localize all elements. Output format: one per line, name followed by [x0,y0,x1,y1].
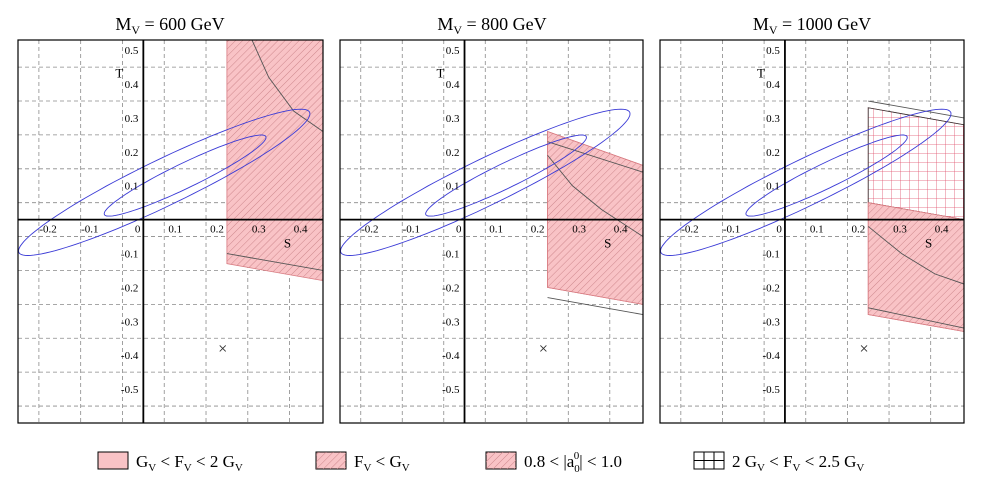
x-tick-label: 0 [135,224,141,236]
panel-800-gev: -0.2 -0.1 0 0.1 0.2 0.3 0.4 0.5 0.4 0.3 0.2 0.1 -0.1… [339,39,644,424]
legend-item-fill: GV < FV < 2 GV [97,451,243,474]
y-axis-label: T [757,65,765,80]
x-tick-label: 0.1 [489,224,503,236]
outer-contour-ellipse [660,108,952,256]
x-axis-label: S [925,236,932,251]
x-tick-label: 0.2 [531,224,545,236]
legend-label-hatch: FV < GV [354,452,410,474]
panel-1000-gev: -0.2 -0.1 0 0.1 0.2 0.3 0.4 0.5 0.4 0.3 0.2 0.1 -0.1… [659,39,965,424]
panel-frame [17,39,324,424]
boundary-line [868,100,964,119]
reference-point-marker [860,345,868,352]
y-tick-label: -0.4 [442,350,460,362]
y-tick-label: 0.2 [446,147,460,159]
y-tick-label: 0.3 [766,113,780,125]
y-tick-label: -0.5 [442,384,460,396]
x-tick-label: -0.2 [361,224,378,236]
legend-item-grid: 2 GV < FV < 2.5 GV [693,451,864,474]
region-hatch [226,40,323,281]
boundary-line [547,154,643,237]
y-tick-label: -0.2 [442,282,459,294]
y-tick-label: 0.4 [446,79,460,91]
boundary-line [251,40,323,132]
y-tick-label: 0.1 [446,181,460,193]
x-tick-label: -0.1 [723,224,740,236]
x-tick-label: -0.1 [81,224,98,236]
y-tick-label: 0.5 [125,45,139,57]
y-tick-label: -0.5 [121,384,139,396]
y-tick-label: 0.5 [766,45,780,57]
y-tick-label: -0.3 [763,316,781,328]
panel-frame [659,39,965,424]
legend-item-hatch: FV < GV [315,451,410,474]
x-tick-label: 0 [456,224,462,236]
y-tick-label: 0.5 [446,45,460,57]
boundary-line [547,141,643,173]
y-tick-label: 0.1 [766,181,780,193]
x-tick-label: -0.2 [39,224,56,236]
region-hatch [547,131,643,305]
inner-contour-ellipse [103,134,267,217]
y-tick-label: 0.2 [125,147,139,159]
y-tick-label: -0.2 [763,282,780,294]
legend-item-a00: 0.8 < |a00| < 1.0 [485,450,622,475]
panel-600-gev: -0.2 -0.1 0 0.1 0.2 0.3 0.4 0.5 0.4 0.3 0.2 0.1 -0.1… [17,39,324,424]
panel-frame [339,39,644,424]
boundary-line [867,226,964,285]
y-axis-label: T [437,65,445,80]
y-tick-label: -0.5 [763,384,781,396]
inner-contour-ellipse [745,134,908,217]
y-axis-label: T [115,65,123,80]
legend-label-grid: 2 GV < FV < 2.5 GV [732,452,864,474]
y-tick-label: 0.4 [766,79,780,91]
panel-title-600: MV = 600 GeV [115,14,224,37]
x-tick-label: 0.4 [294,224,308,236]
panel-title-1000: MV = 1000 GeV [753,14,871,37]
x-tick-label: 0.2 [210,224,224,236]
y-tick-label: 0.1 [125,181,139,193]
reference-point-marker [219,345,227,352]
legend-label-fill: GV < FV < 2 GV [136,452,243,474]
y-tick-label: -0.3 [442,316,460,328]
x-tick-label: 0.3 [893,224,907,236]
boundary-line [226,253,323,271]
boundary-line [868,307,964,329]
x-tick-label: 0.4 [935,224,949,236]
x-tick-label: -0.2 [681,224,698,236]
y-tick-label: 0.3 [125,113,139,125]
y-tick-label: -0.2 [121,282,138,294]
y-tick-label: -0.4 [763,350,781,362]
y-tick-label: -0.1 [442,249,459,261]
legend: GV < FV < 2 GV FV < GV 0.8 < |a00| < 1.0… [97,450,864,475]
inner-contour-ellipse [425,134,587,217]
x-tick-label: 0.1 [168,224,182,236]
x-tick-label: 0.1 [810,224,824,236]
region-hatch [868,202,964,332]
legend-label-a00: 0.8 < |a00| < 1.0 [524,450,622,475]
x-tick-label: -0.1 [403,224,420,236]
y-tick-label: 0.3 [446,113,460,125]
region-grid [867,107,964,221]
outer-contour-ellipse [18,108,311,256]
outer-contour-ellipse [340,108,631,256]
y-tick-label: 0.4 [125,79,139,91]
y-tick-label: -0.4 [121,350,139,362]
y-tick-label: -0.1 [763,249,780,261]
panel-title-800: MV = 800 GeV [437,14,546,37]
x-tick-label: 0 [776,224,782,236]
legend-swatch-fill [97,451,129,470]
x-tick-label: 0.3 [252,224,266,236]
x-tick-label: 0.4 [614,224,628,236]
x-axis-label: S [284,236,291,251]
y-tick-label: 0.2 [766,147,780,159]
reference-point-marker [540,345,547,352]
y-tick-label: -0.3 [121,316,139,328]
x-tick-label: 0.2 [851,224,865,236]
boundary-line [547,297,643,315]
y-tick-label: -0.1 [121,249,138,261]
x-tick-label: 0.3 [572,224,586,236]
x-axis-label: S [604,236,611,251]
